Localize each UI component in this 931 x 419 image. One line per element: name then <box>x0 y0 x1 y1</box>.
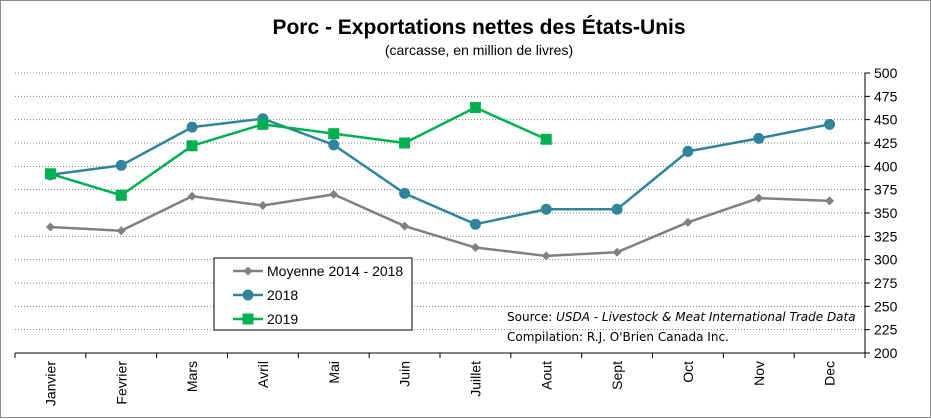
data-point <box>540 203 552 215</box>
legend-swatch-marker <box>243 266 253 276</box>
data-point <box>45 222 55 232</box>
y-tick-label: 275 <box>874 275 898 291</box>
source-notes: Source: USDA - Livestock & Meat Internat… <box>507 310 856 344</box>
legend-swatch-marker <box>242 313 254 325</box>
data-point <box>329 189 339 199</box>
x-tick-label: Juin <box>397 361 413 387</box>
data-point <box>541 251 551 261</box>
legend-item: 2019 <box>233 311 298 327</box>
data-point <box>611 203 623 215</box>
x-tick-label: Janvier <box>42 361 58 406</box>
data-point <box>540 133 552 145</box>
source-prefix: Source: <box>507 310 556 324</box>
compilation-text: Compilation: R.J. O'Brien Canada Inc. <box>507 330 729 344</box>
x-axis-ticks: Janvier Fevrier Mars Avril Mai Juin Juillet Aou… <box>42 361 837 406</box>
y-tick-label: 225 <box>874 322 898 338</box>
data-point <box>116 226 126 236</box>
data-point <box>186 140 198 152</box>
grid-lines <box>15 72 865 331</box>
x-tick-label: Avril <box>255 361 271 388</box>
data-point <box>400 221 410 231</box>
x-tick-label: Juillet <box>467 361 483 397</box>
data-point <box>682 145 694 157</box>
data-point <box>399 187 411 199</box>
legend-label: 2018 <box>267 287 298 303</box>
y-tick-label: 350 <box>874 205 898 221</box>
data-point <box>115 189 127 201</box>
x-tick-label: Sept <box>609 361 625 390</box>
series-line <box>50 106 547 197</box>
y-tick-label: 375 <box>874 182 898 198</box>
legend: Moyenne 2014 - 2018 2018 2019 <box>213 257 413 331</box>
y-tick-label: 500 <box>874 65 898 81</box>
chart-subtitle: (carcasse, en million de livres) <box>385 42 573 58</box>
y-tick-label: 450 <box>874 112 898 128</box>
legend-item: Moyenne 2014 - 2018 <box>233 263 403 279</box>
data-point <box>187 191 197 201</box>
legend-swatch-marker <box>242 289 254 301</box>
y-tick-label: 475 <box>874 88 898 104</box>
data-point <box>258 201 268 211</box>
y-tick-label: 300 <box>874 252 898 268</box>
data-point <box>328 128 340 140</box>
data-point <box>469 218 481 230</box>
data-point <box>328 139 340 151</box>
data-point <box>683 217 693 227</box>
legend-item: 2018 <box>233 287 298 303</box>
series-line <box>50 193 830 258</box>
source-italic: USDA - Livestock & Meat International Tr… <box>556 310 856 324</box>
x-tick-label: Mars <box>184 361 200 392</box>
y-tick-label: 200 <box>874 345 898 361</box>
x-tick-label: Nov <box>751 361 767 386</box>
x-tick-label: Dec <box>822 361 838 386</box>
x-tick-label: Fevrier <box>113 361 129 405</box>
legend-label: Moyenne 2014 - 2018 <box>267 263 403 279</box>
data-point <box>186 121 198 133</box>
x-tick-label: Mai <box>326 361 342 384</box>
y-tick-label: 325 <box>874 228 898 244</box>
source-text: Source: USDA - Livestock & Meat Internat… <box>507 310 856 324</box>
data-point <box>115 159 127 171</box>
series-group <box>44 102 836 261</box>
x-tick-label: Oct <box>680 361 696 383</box>
y-tick-label: 250 <box>874 298 898 314</box>
y-tick-label: 425 <box>874 135 898 151</box>
data-point <box>754 193 764 203</box>
series-1 <box>45 189 835 261</box>
data-point <box>470 243 480 253</box>
data-point <box>257 118 269 130</box>
series-3 <box>44 102 552 201</box>
data-point <box>824 118 836 130</box>
series-line <box>50 117 830 226</box>
data-point <box>825 196 835 206</box>
data-point <box>44 168 56 180</box>
chart-title: Porc - Exportations nettes des États-Uni… <box>272 16 685 39</box>
data-point <box>399 137 411 149</box>
y-axis-ticks: 200 225 250 275 300 325 350 375 400 425 450 475 500 <box>865 65 898 361</box>
data-point <box>612 247 622 257</box>
data-point <box>469 102 481 114</box>
y-tick-label: 400 <box>874 158 898 174</box>
data-point <box>753 132 765 144</box>
x-tick-label: Aout <box>538 361 554 390</box>
legend-label: 2019 <box>267 311 298 327</box>
